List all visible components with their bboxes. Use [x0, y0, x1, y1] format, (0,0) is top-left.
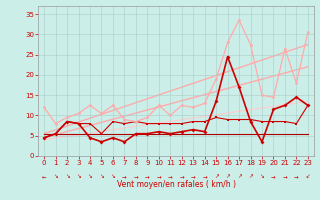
X-axis label: Vent moyen/en rafales ( km/h ): Vent moyen/en rafales ( km/h ) — [116, 180, 236, 189]
